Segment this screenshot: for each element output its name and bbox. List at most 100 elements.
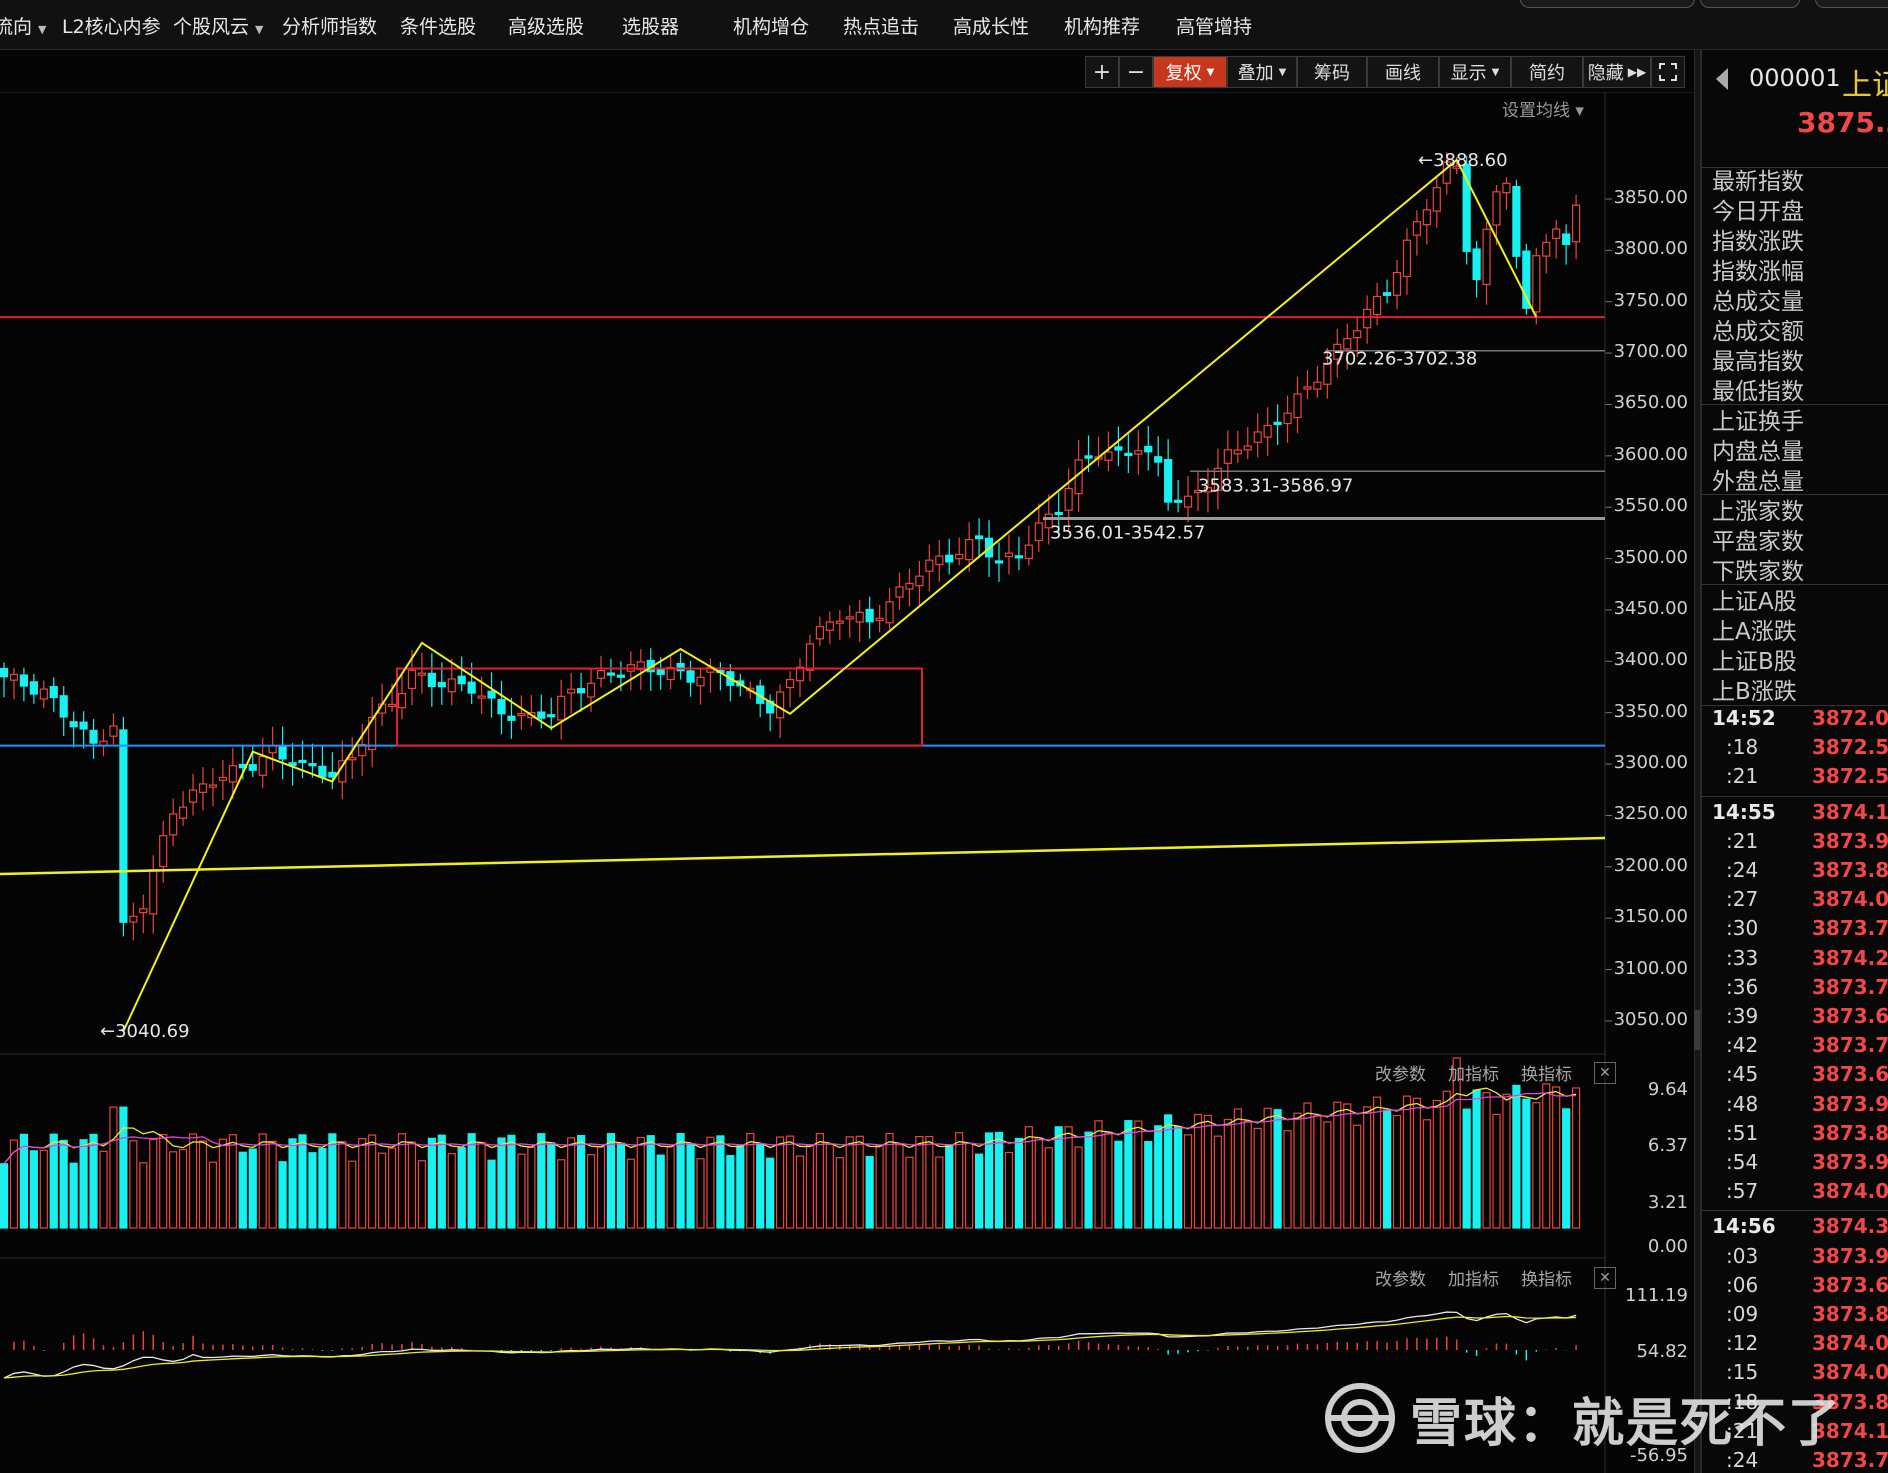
indicator-switch-indicator[interactable]: 换指标 xyxy=(1521,1270,1572,1290)
volume-bar xyxy=(835,1157,844,1229)
volume-bar xyxy=(1014,1137,1024,1229)
overlay-button[interactable]: 叠加 ▼ xyxy=(1227,56,1297,88)
menu-item-7[interactable]: 机构增仓 xyxy=(733,16,810,38)
volume-bar xyxy=(179,1148,188,1229)
candle xyxy=(537,711,546,719)
volume-bar xyxy=(427,1137,436,1229)
candle xyxy=(925,559,934,572)
menu-item-4[interactable]: 条件选股 xyxy=(400,16,477,38)
top-pill-2[interactable] xyxy=(1700,0,1800,8)
volume-bar xyxy=(1034,1137,1043,1229)
chips-button[interactable]: 筹码 xyxy=(1297,56,1367,88)
tick-value: 3874.12 xyxy=(1812,1418,1888,1443)
volume-bar xyxy=(1333,1101,1342,1229)
candle xyxy=(1034,522,1043,542)
hide-button[interactable]: 隐藏 ▶▶ xyxy=(1583,56,1651,88)
menu-item-5[interactable]: 高级选股 xyxy=(508,16,585,38)
volume-bar xyxy=(596,1146,606,1229)
volume-bar xyxy=(378,1152,387,1229)
volume-bar xyxy=(318,1148,327,1229)
tick-time: :12 xyxy=(1726,1331,1759,1356)
menu-item-0[interactable]: 流向 ▼ xyxy=(0,16,47,38)
candle xyxy=(1253,431,1262,443)
menu-item-3[interactable]: 分析师指数 xyxy=(282,16,378,38)
tick-time: :24 xyxy=(1726,858,1759,882)
candle xyxy=(49,686,58,699)
indicator-add-indicator[interactable]: 加指标 xyxy=(1448,1270,1499,1290)
volume-bar xyxy=(1253,1127,1262,1229)
tick-time: :06 xyxy=(1726,1272,1759,1297)
fullscreen-icon[interactable] xyxy=(1651,56,1685,88)
candle xyxy=(1144,445,1153,453)
volume-edit-params[interactable]: 改参数 xyxy=(1375,1065,1426,1085)
tick-value: 3874.03 xyxy=(1812,1331,1888,1356)
candle xyxy=(1472,248,1481,281)
quote-header: 000001 上证指数 3875.31 xyxy=(1702,50,1888,168)
candle xyxy=(348,757,357,761)
volume-bar xyxy=(1313,1115,1322,1229)
consolidation-box[interactable] xyxy=(396,667,923,747)
back-arrow-icon[interactable] xyxy=(1716,68,1728,90)
menu-item-9[interactable]: 高成长性 xyxy=(953,16,1030,38)
volume-bar xyxy=(706,1136,715,1229)
menu-item-11[interactable]: 高管增持 xyxy=(1176,16,1253,38)
top-search-pill[interactable] xyxy=(1520,0,1695,8)
zoom-out-button[interactable]: − xyxy=(1119,56,1153,88)
volume-bar xyxy=(417,1160,426,1229)
volume-switch-indicator[interactable]: 换指标 xyxy=(1521,1065,1572,1085)
draw-button[interactable]: 画线 xyxy=(1367,56,1439,88)
collapse-handle-icon[interactable] xyxy=(1694,1010,1700,1050)
menu-item-2[interactable]: 个股风云 ▼ xyxy=(173,16,264,38)
volume-bar xyxy=(159,1133,168,1229)
indicator-edit-params[interactable]: 改参数 xyxy=(1375,1270,1426,1290)
candle xyxy=(616,674,626,678)
close-icon[interactable]: ✕ xyxy=(1594,1061,1616,1084)
tick-value: 3873.62 xyxy=(1812,1272,1888,1297)
volume-bar xyxy=(766,1157,775,1229)
top-pill-3[interactable] xyxy=(1815,0,1888,8)
menu-item-1[interactable]: L2核心内参 xyxy=(62,16,161,38)
candle xyxy=(1492,191,1501,226)
menu-item-10[interactable]: 机构推荐 xyxy=(1064,16,1141,38)
close-icon[interactable]: ✕ xyxy=(1594,1266,1616,1289)
index-code: 000001 xyxy=(1749,64,1841,92)
panel-divider[interactable] xyxy=(1694,50,1700,1473)
candle xyxy=(795,666,805,682)
display-button[interactable]: 显示 ▼ xyxy=(1439,56,1511,88)
quote-field: 上涨家数 xyxy=(1712,499,1804,525)
volume-bar xyxy=(1303,1102,1312,1229)
tick-value: 3873.80 xyxy=(1812,1120,1888,1145)
tick-time: :03 xyxy=(1726,1243,1759,1268)
tick-time: :15 xyxy=(1726,1360,1759,1385)
tick-separator xyxy=(1702,1210,1888,1212)
trend-line[interactable] xyxy=(0,836,1606,876)
zigzag-line[interactable] xyxy=(122,158,1538,1032)
tick-time: :09 xyxy=(1726,1302,1759,1326)
candle xyxy=(447,678,456,693)
volume-bar xyxy=(1542,1083,1551,1229)
volume-bar xyxy=(1382,1109,1392,1229)
kline-chart[interactable]: ←3888.60 ←3040.69 3702.26-3702.38 3583.31-3… xyxy=(0,92,1694,1473)
set-ma-link[interactable]: 设置均线 ▾ xyxy=(1502,101,1584,121)
simple-button[interactable]: 简约 xyxy=(1511,56,1583,88)
volume-bar xyxy=(1084,1131,1093,1229)
tick-value: 3874.35 xyxy=(1812,1214,1888,1239)
tick-value: 3873.97 xyxy=(1812,1091,1888,1116)
adjust-button[interactable]: 复权 ▼ xyxy=(1153,56,1227,88)
price-tick-label: 3700.00 xyxy=(1613,341,1688,363)
volume-bar xyxy=(308,1152,317,1229)
volume-add-indicator[interactable]: 加指标 xyxy=(1448,1065,1499,1085)
volume-bar xyxy=(208,1161,218,1229)
candle xyxy=(775,691,785,719)
zoom-in-button[interactable]: + xyxy=(1085,56,1119,88)
volume-bar xyxy=(775,1136,785,1229)
candle xyxy=(79,721,88,730)
candle xyxy=(835,620,844,624)
menu-item-6[interactable]: 选股器 xyxy=(622,16,680,38)
candle xyxy=(1422,209,1431,226)
candle xyxy=(905,582,914,590)
volume-bar xyxy=(497,1137,506,1229)
volume-bar xyxy=(1164,1114,1173,1229)
tick-value: 3873.76 xyxy=(1812,1448,1888,1472)
menu-item-8[interactable]: 热点追击 xyxy=(843,16,920,38)
